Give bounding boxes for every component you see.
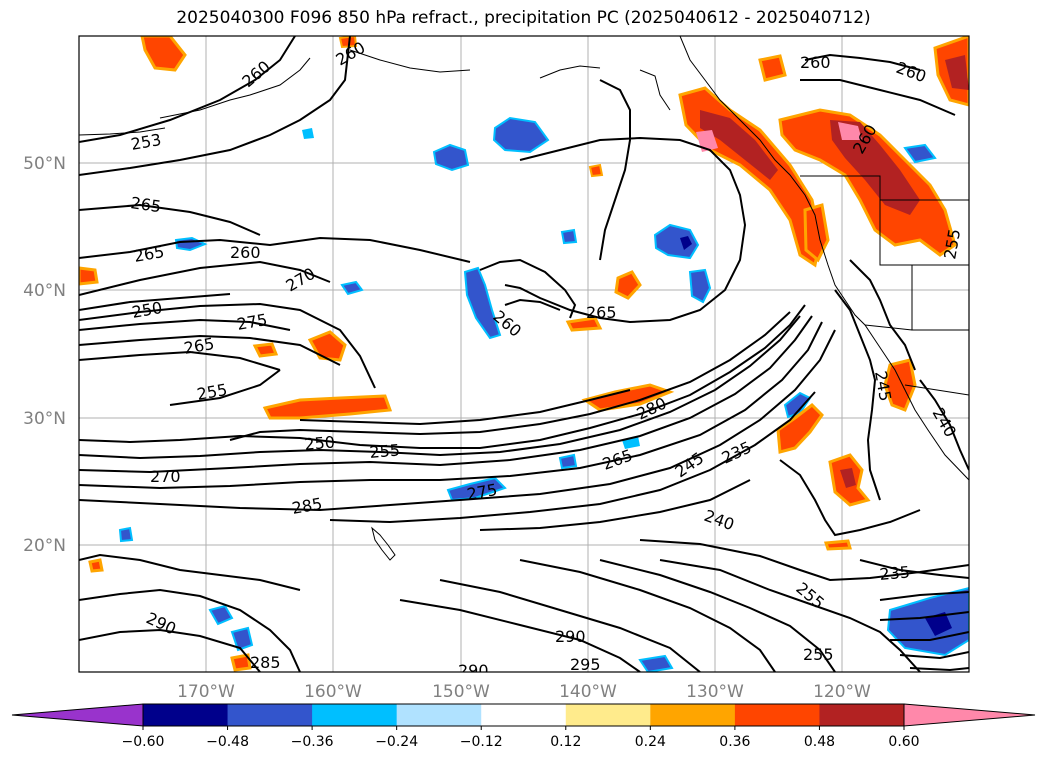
precip-blob: [79, 266, 99, 286]
lat-label: 20°N: [23, 536, 66, 556]
precip-blob: [230, 653, 252, 672]
precip-blob: [758, 54, 787, 82]
precip-blob: [783, 391, 812, 419]
lon-label: 120°W: [813, 682, 871, 702]
precip-blob: [560, 228, 578, 245]
lon-label: 140°W: [559, 682, 617, 702]
colorbar-tick-label: −0.48: [206, 734, 249, 750]
colorbar-tick-label: −0.60: [122, 734, 165, 750]
contour-label: 255: [803, 645, 834, 664]
lon-label: 160°W: [304, 682, 362, 702]
contour-label: 295: [570, 655, 601, 674]
precip-blob: [432, 143, 470, 172]
colorbar-extend-over: [903, 703, 1036, 727]
precip-blob: [588, 163, 604, 178]
precip-blob: [840, 468, 856, 488]
colorbar-tick-label: −0.24: [375, 734, 418, 750]
colorbar: −0.60 −0.48 −0.36 −0.24 −0.12 0.12 0.24 0.36 0.4…: [11, 703, 1036, 750]
contour-label: 250: [304, 432, 336, 454]
colorbar-bin: [565, 704, 651, 726]
precip-blob: [252, 342, 279, 358]
latitude-labels: 50°N 40°N 30°N 20°N: [23, 154, 66, 556]
precip-blob: [688, 268, 712, 304]
colorbar-tick-label: 0.60: [888, 734, 919, 750]
precip-blob: [463, 266, 502, 340]
colorbar-extend-under: [11, 703, 144, 727]
lon-label: 150°W: [432, 682, 490, 702]
lon-label: 170°W: [177, 682, 235, 702]
colorbar-bin: [143, 704, 229, 726]
precip-blob: [140, 36, 187, 72]
colorbar-ticks: −0.60 −0.48 −0.36 −0.24 −0.12 0.12 0.24 0.36 0.4…: [122, 726, 920, 750]
colorbar-tick-label: 0.24: [635, 734, 666, 750]
precip-blob: [262, 394, 393, 420]
contour-label: 235: [879, 562, 911, 584]
precip-blob: [565, 316, 603, 332]
colorbar-bin: [227, 704, 313, 726]
contour-label: 290: [458, 661, 489, 680]
precip-blob: [302, 128, 314, 139]
precip-blob: [88, 558, 104, 573]
longitude-labels: 170°W 160°W 150°W 140°W 130°W 120°W: [177, 682, 871, 702]
refractivity-contours: [79, 36, 969, 672]
precip-blob: [653, 223, 700, 260]
precip-blob: [581, 383, 675, 412]
precip-blob: [492, 116, 550, 154]
precip-blob: [945, 55, 969, 90]
contour-label: 265: [129, 193, 162, 216]
precip-blob: [776, 403, 824, 454]
contour-label: 260: [800, 53, 831, 72]
precip-blob: [558, 453, 578, 470]
colorbar-bin: [481, 704, 567, 726]
precip-blob: [208, 604, 234, 626]
colorbar-bin: [396, 704, 482, 726]
map-title: 2025040300 F096 850 hPa refract., precip…: [176, 8, 871, 28]
precip-blob: [700, 110, 778, 180]
contour-label: 255: [369, 440, 401, 462]
lat-label: 30°N: [23, 409, 66, 429]
colorbar-bins: [143, 704, 905, 726]
precip-blob: [340, 280, 364, 296]
lat-label: 50°N: [23, 154, 66, 174]
contour-label: 260: [230, 243, 261, 262]
precip-blob: [118, 526, 134, 543]
colorbar-tick-label: 0.48: [804, 734, 835, 750]
precip-blob: [614, 270, 642, 300]
precip-blob: [230, 626, 254, 652]
colorbar-tick-label: 0.12: [550, 734, 581, 750]
plot-frame: [78, 35, 970, 673]
contour-label: 285: [250, 653, 281, 672]
colorbar-bin: [312, 704, 398, 726]
precip-blob: [830, 120, 920, 215]
precip-blob: [823, 539, 852, 551]
precip-blob: [925, 612, 952, 636]
contour-label: 265: [586, 303, 617, 322]
precip-blob: [838, 122, 862, 140]
contour-label: 270: [150, 467, 181, 486]
lon-label: 130°W: [686, 682, 744, 702]
precip-blob: [903, 143, 937, 164]
precip-blob: [638, 654, 674, 672]
colorbar-bin: [650, 704, 736, 726]
colorbar-frame: [142, 703, 905, 727]
colorbar-bin: [819, 704, 905, 726]
colorbar-tick-label: −0.12: [460, 734, 503, 750]
lat-label: 40°N: [23, 281, 66, 301]
contour-label: 290: [555, 627, 586, 646]
colorbar-tick-label: −0.36: [291, 734, 334, 750]
colorbar-bin: [734, 704, 820, 726]
precip-blob: [680, 236, 692, 250]
colorbar-tick-label: 0.36: [719, 734, 750, 750]
